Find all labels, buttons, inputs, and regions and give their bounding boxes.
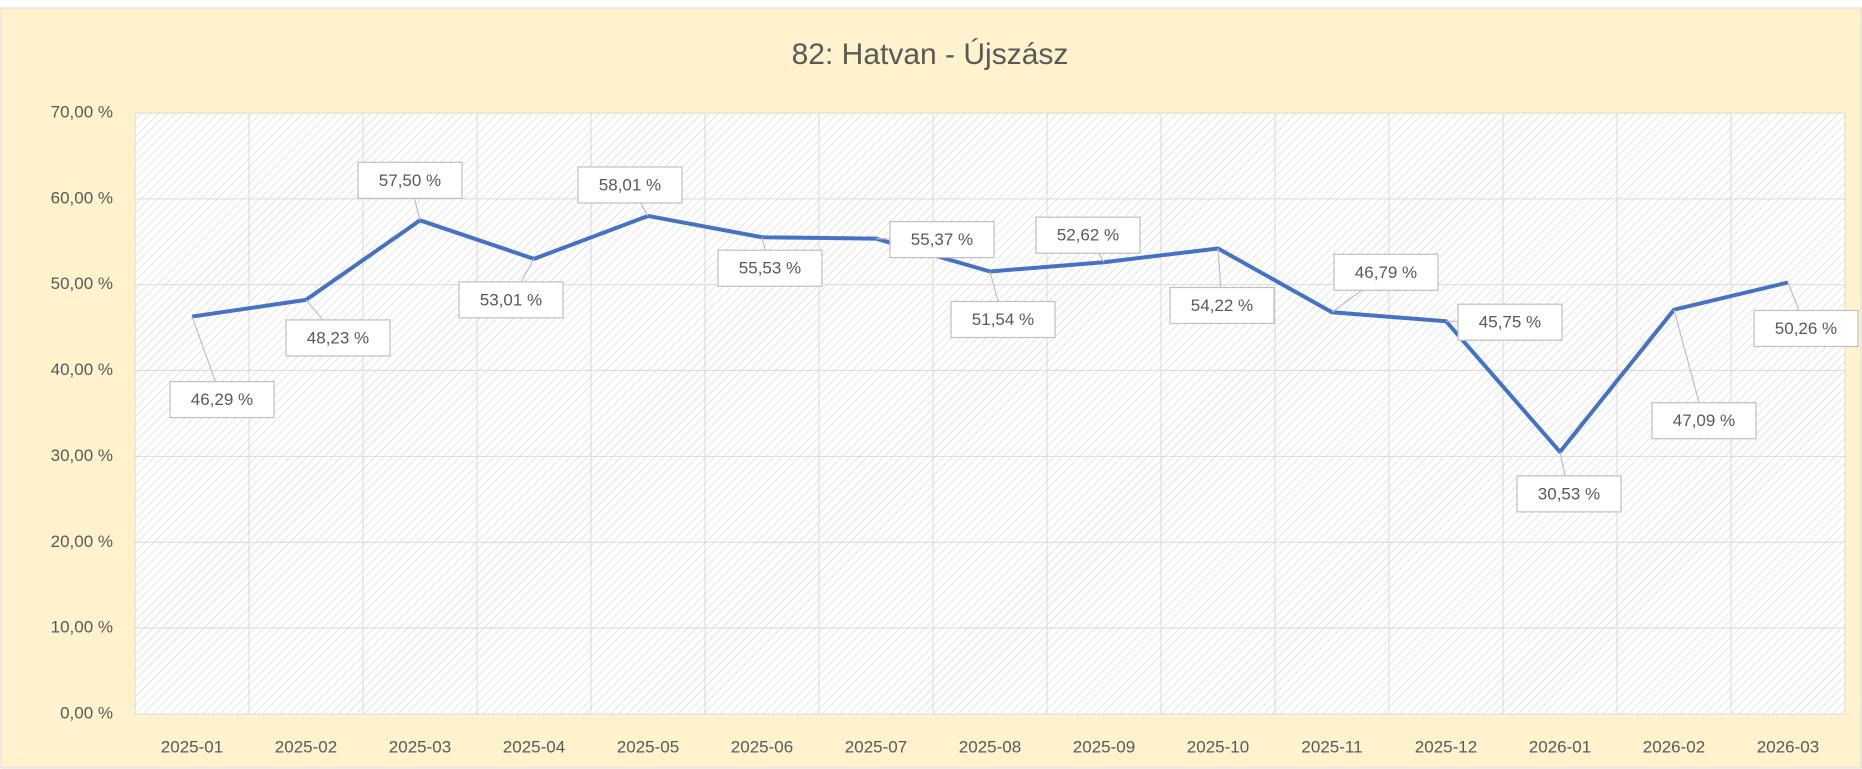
- data-label: 46,79 %: [1355, 263, 1417, 282]
- x-tick-label: 2025-09: [1073, 737, 1135, 756]
- label-box: [169, 380, 275, 419]
- y-tick-label: 60,00 %: [51, 188, 113, 207]
- data-label: 48,23 %: [307, 328, 369, 347]
- label-box: [577, 166, 683, 204]
- x-tick-label: 2025-11: [1301, 737, 1362, 756]
- data-label: 46,29 %: [191, 390, 253, 409]
- y-tick-label: 30,00 %: [51, 446, 113, 465]
- x-tick-label: 2026-03: [1757, 737, 1819, 756]
- x-tick-label: 2025-07: [845, 737, 907, 756]
- data-label: 45,75 %: [1479, 313, 1541, 332]
- label-box: [285, 319, 391, 357]
- label-box: [1753, 309, 1859, 348]
- data-label: 53,01 %: [480, 290, 542, 309]
- x-tick-label: 2026-01: [1529, 737, 1591, 756]
- data-label: 54,22 %: [1191, 296, 1253, 315]
- data-label: 57,50 %: [379, 171, 441, 190]
- data-label: 30,53 %: [1538, 484, 1600, 503]
- data-label: 50,26 %: [1775, 319, 1837, 338]
- label-box: [717, 249, 823, 287]
- x-tick-label: 2025-04: [503, 737, 565, 756]
- chart-title: 82: Hatvan - Újszász: [792, 38, 1069, 71]
- y-tick-label: 50,00 %: [51, 274, 113, 293]
- data-label: 55,53 %: [739, 259, 801, 278]
- data-label: 55,37 %: [911, 230, 973, 249]
- label-box: [1651, 402, 1757, 440]
- label-box: [1457, 303, 1563, 341]
- series-line: [191, 213, 1789, 454]
- x-tick-label: 2025-03: [389, 737, 451, 756]
- label-box: [458, 281, 564, 319]
- label-box: [1169, 286, 1275, 325]
- label-box: [950, 300, 1056, 339]
- label-box: [1516, 475, 1622, 513]
- data-label: 47,09 %: [1673, 411, 1735, 430]
- x-tick-label: 2025-02: [275, 737, 337, 756]
- label-box: [889, 221, 995, 259]
- y-tick-label: 10,00 %: [51, 618, 113, 637]
- x-tick-label: 2025-10: [1187, 737, 1249, 756]
- x-tick-label: 2025-08: [959, 737, 1021, 756]
- y-tick-label: 70,00 %: [51, 102, 113, 121]
- y-tick-label: 20,00 %: [51, 532, 113, 551]
- x-tick-label: 2025-01: [161, 737, 223, 756]
- label-box: [357, 161, 463, 199]
- data-label: 58,01 %: [599, 175, 661, 194]
- plot-area: [135, 113, 1845, 714]
- label-box: [1333, 253, 1439, 291]
- x-tick-label: 2026-02: [1643, 737, 1705, 756]
- data-label: 52,62 %: [1057, 226, 1119, 245]
- data-label: 51,54 %: [972, 310, 1034, 329]
- y-tick-label: 0,00 %: [60, 703, 113, 722]
- x-tick-label: 2025-12: [1415, 737, 1477, 756]
- label-box: [1035, 216, 1141, 254]
- y-tick-label: 40,00 %: [51, 360, 113, 379]
- x-tick-label: 2025-05: [617, 737, 679, 756]
- x-tick-label: 2025-06: [731, 737, 793, 756]
